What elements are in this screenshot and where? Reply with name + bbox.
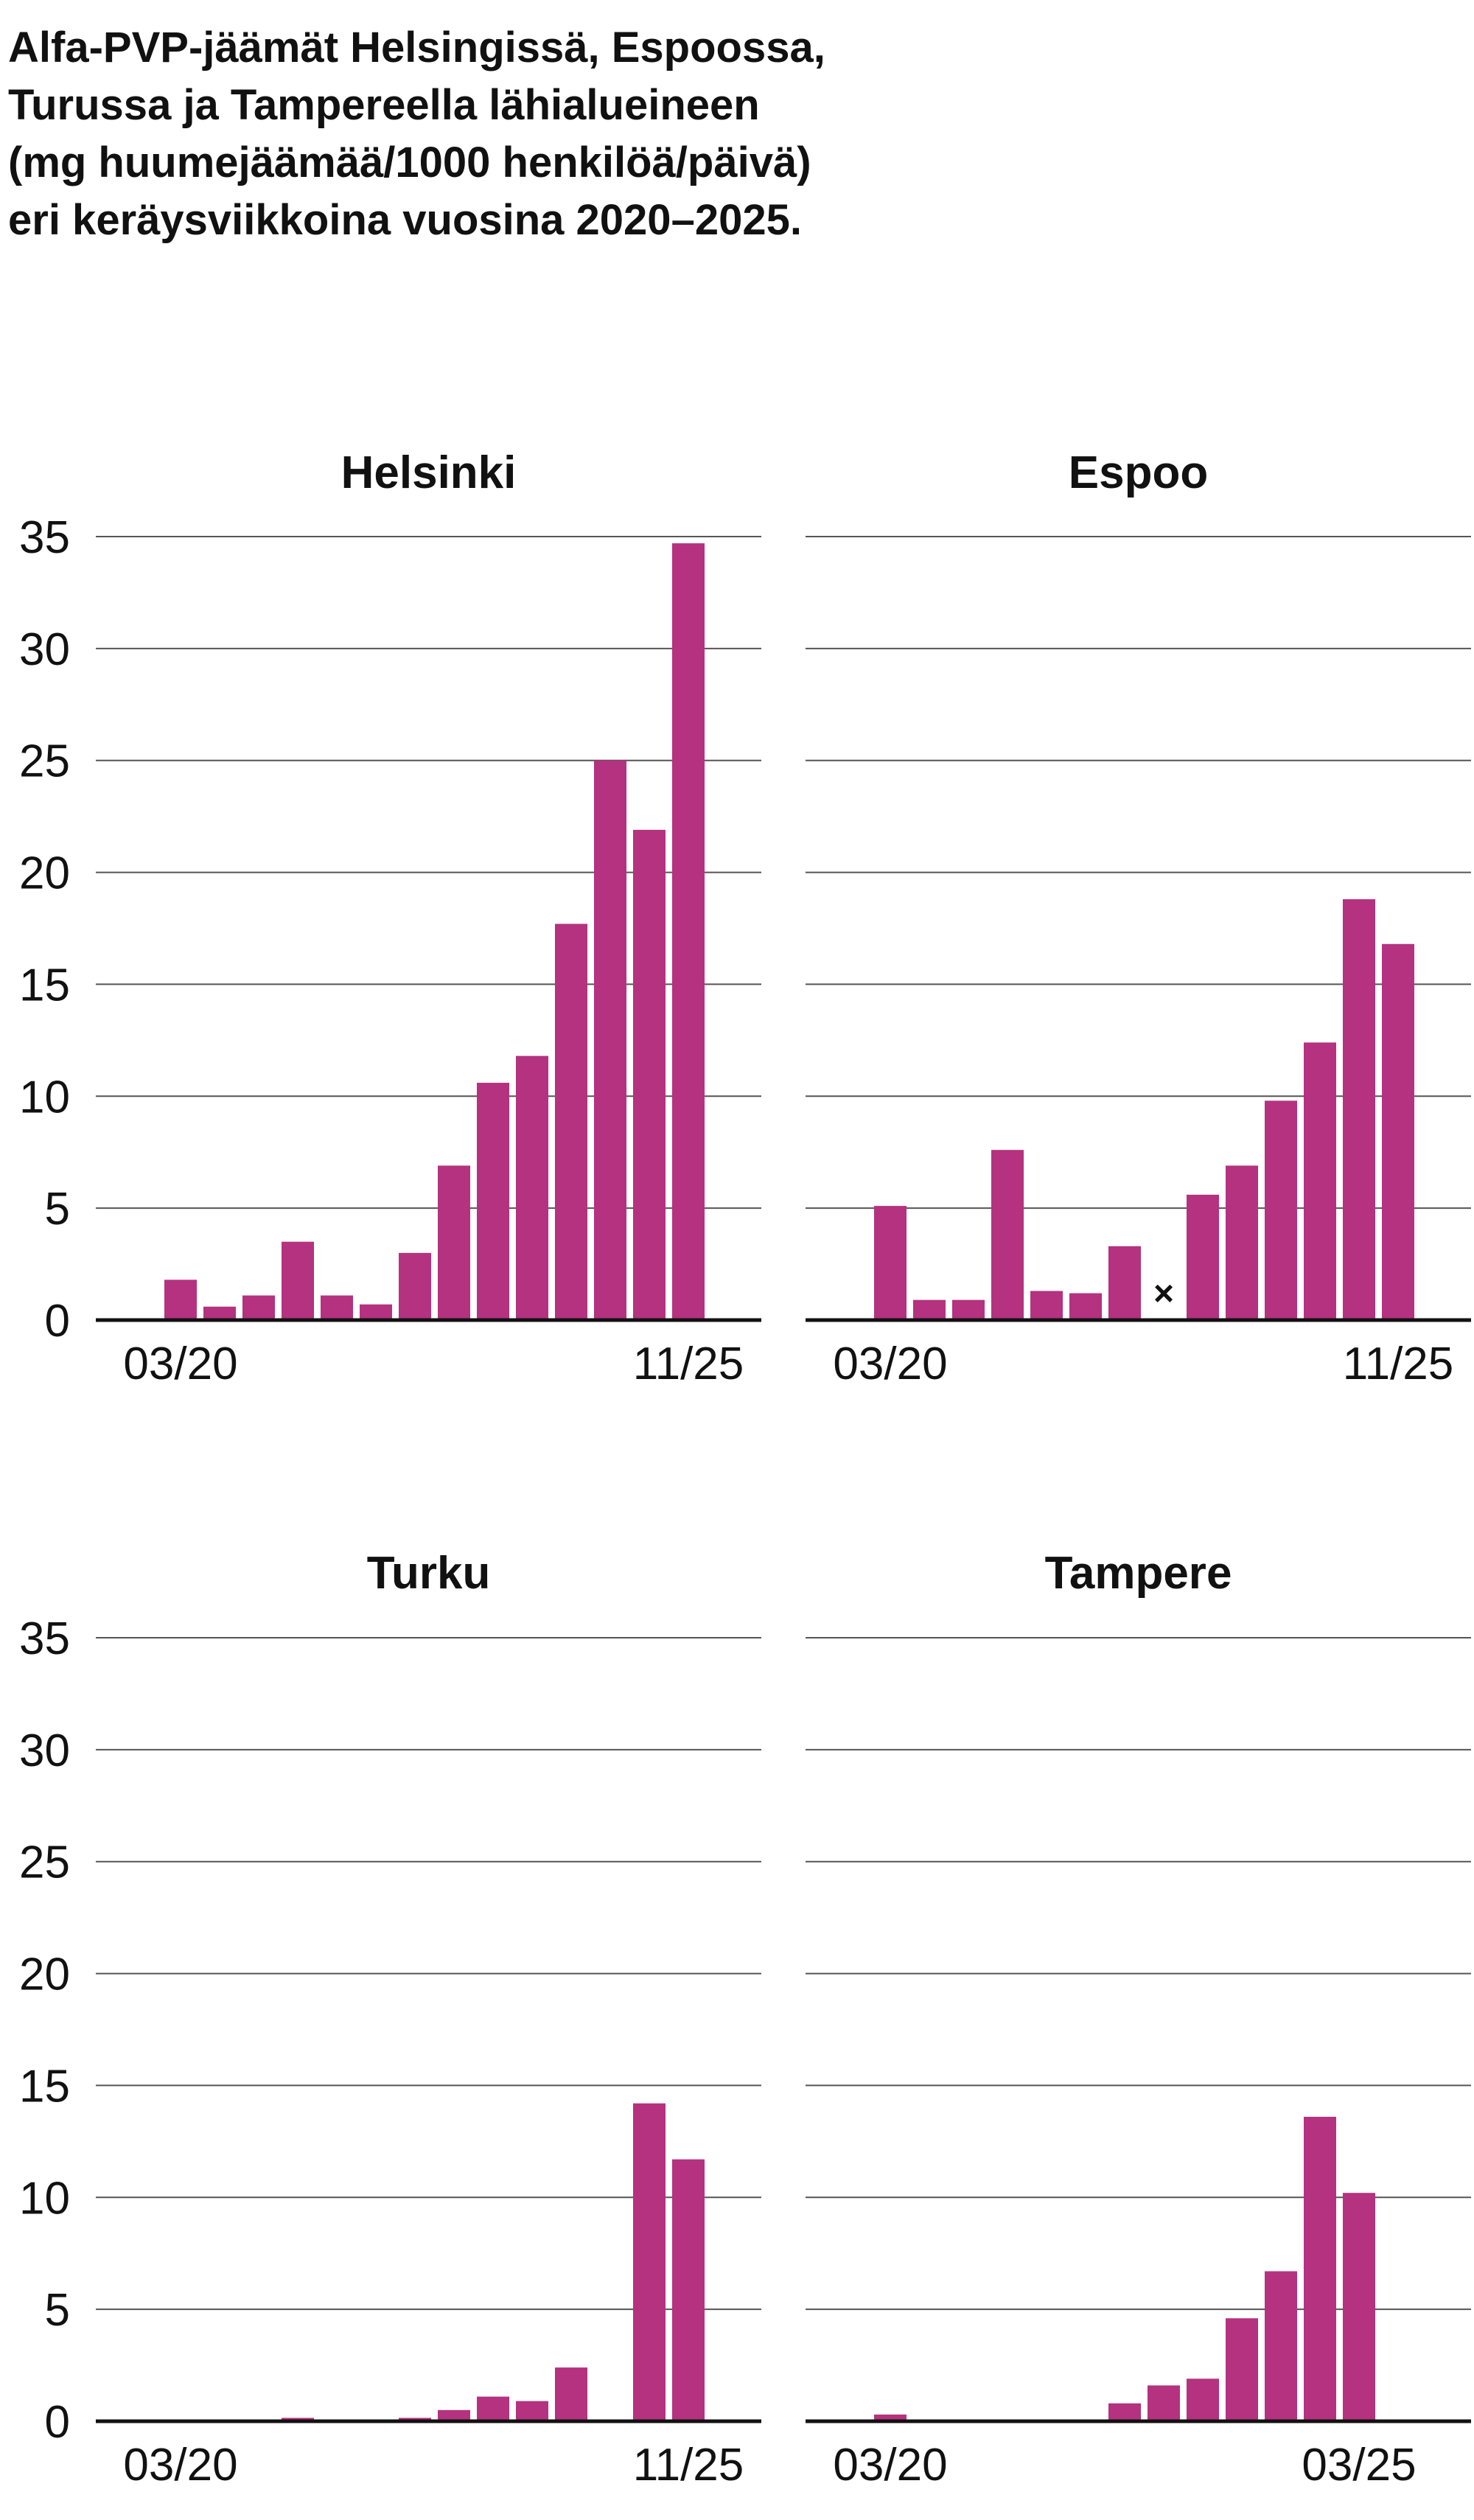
bar bbox=[399, 1252, 431, 1320]
x-tick-label: 03/20 bbox=[123, 1338, 237, 1389]
y-tick-label: 20 bbox=[19, 848, 70, 899]
bar bbox=[672, 543, 705, 1320]
y-tick-label: 15 bbox=[19, 2061, 70, 2112]
bar bbox=[360, 1304, 392, 1320]
y-tick-label: 20 bbox=[19, 1950, 70, 2000]
bar bbox=[874, 2414, 907, 2421]
bar bbox=[1030, 1291, 1063, 1320]
bar bbox=[516, 2401, 548, 2421]
x-tick-label: 03/20 bbox=[833, 1338, 947, 1389]
bar bbox=[516, 1055, 548, 1320]
bar bbox=[477, 2396, 509, 2421]
bar bbox=[1187, 1194, 1219, 1320]
bar bbox=[913, 1299, 946, 1320]
bar bbox=[874, 1206, 907, 1320]
chart-title: Espoo bbox=[1069, 447, 1208, 498]
y-tick-label: 15 bbox=[19, 960, 70, 1011]
bar bbox=[1226, 2318, 1258, 2421]
bar bbox=[672, 2159, 705, 2421]
bar bbox=[1069, 1293, 1102, 1320]
bar bbox=[1187, 2378, 1219, 2421]
bar bbox=[633, 829, 666, 1320]
y-tick-label: 10 bbox=[19, 1072, 70, 1123]
chart-title: Helsinki bbox=[341, 447, 517, 498]
chart-title: Turku bbox=[367, 1548, 491, 1599]
bar bbox=[203, 1306, 236, 1320]
main-title-line: Turussa ja Tampereella lähialueineen bbox=[8, 81, 760, 129]
y-tick-label: 5 bbox=[45, 2285, 70, 2336]
bar bbox=[555, 924, 587, 1320]
main-title-line: Alfa-PVP-jäämät Helsingissä, Espoossa, bbox=[8, 24, 825, 71]
y-tick-label: 25 bbox=[19, 1837, 70, 1888]
y-tick-label: 0 bbox=[45, 1296, 70, 1347]
bar bbox=[1304, 1042, 1336, 1320]
bar bbox=[477, 1083, 509, 1320]
bar bbox=[438, 2409, 470, 2421]
main-title-line: (mg huumejäämää/1000 henkilöä/päivä) bbox=[8, 139, 811, 186]
y-tick-label: 0 bbox=[45, 2397, 70, 2448]
bar bbox=[1304, 2116, 1336, 2421]
bar bbox=[1343, 2193, 1375, 2421]
bar bbox=[1265, 2271, 1297, 2421]
bar bbox=[1226, 1165, 1258, 1320]
bar bbox=[282, 1241, 314, 1320]
bar bbox=[1108, 2403, 1141, 2421]
y-tick-label: 25 bbox=[19, 736, 70, 787]
main-title-line: eri keräysviikkoina vuosina 2020–2025. bbox=[8, 196, 802, 244]
bar bbox=[594, 760, 626, 1320]
x-tick-label: 03/25 bbox=[1302, 2440, 1416, 2491]
bar bbox=[164, 1280, 197, 1320]
missing-marker: × bbox=[1153, 1274, 1174, 1313]
x-tick-label: 11/25 bbox=[633, 1338, 744, 1389]
y-tick-label: 5 bbox=[45, 1184, 70, 1235]
y-tick-label: 30 bbox=[19, 1725, 70, 1776]
bar bbox=[1382, 943, 1414, 1320]
bar bbox=[952, 1299, 985, 1320]
bar bbox=[1343, 899, 1375, 1320]
x-tick-label: 11/25 bbox=[1343, 1338, 1454, 1389]
bar bbox=[321, 1295, 353, 1320]
bar bbox=[1265, 1100, 1297, 1320]
x-tick-label: 03/20 bbox=[123, 2440, 237, 2491]
bar bbox=[555, 2367, 587, 2421]
bar bbox=[991, 1150, 1024, 1320]
x-tick-label: 11/25 bbox=[633, 2440, 744, 2491]
x-tick-label: 03/20 bbox=[833, 2440, 947, 2491]
chart-title: Tampere bbox=[1045, 1548, 1232, 1599]
bar bbox=[242, 1295, 275, 1320]
y-tick-label: 35 bbox=[19, 1613, 70, 1664]
y-tick-label: 10 bbox=[19, 2173, 70, 2224]
y-tick-label: 35 bbox=[19, 512, 70, 563]
bar bbox=[1148, 2385, 1180, 2421]
bar bbox=[1108, 1246, 1141, 1320]
bar bbox=[438, 1165, 470, 1320]
y-tick-label: 30 bbox=[19, 624, 70, 675]
bar bbox=[633, 2103, 666, 2421]
